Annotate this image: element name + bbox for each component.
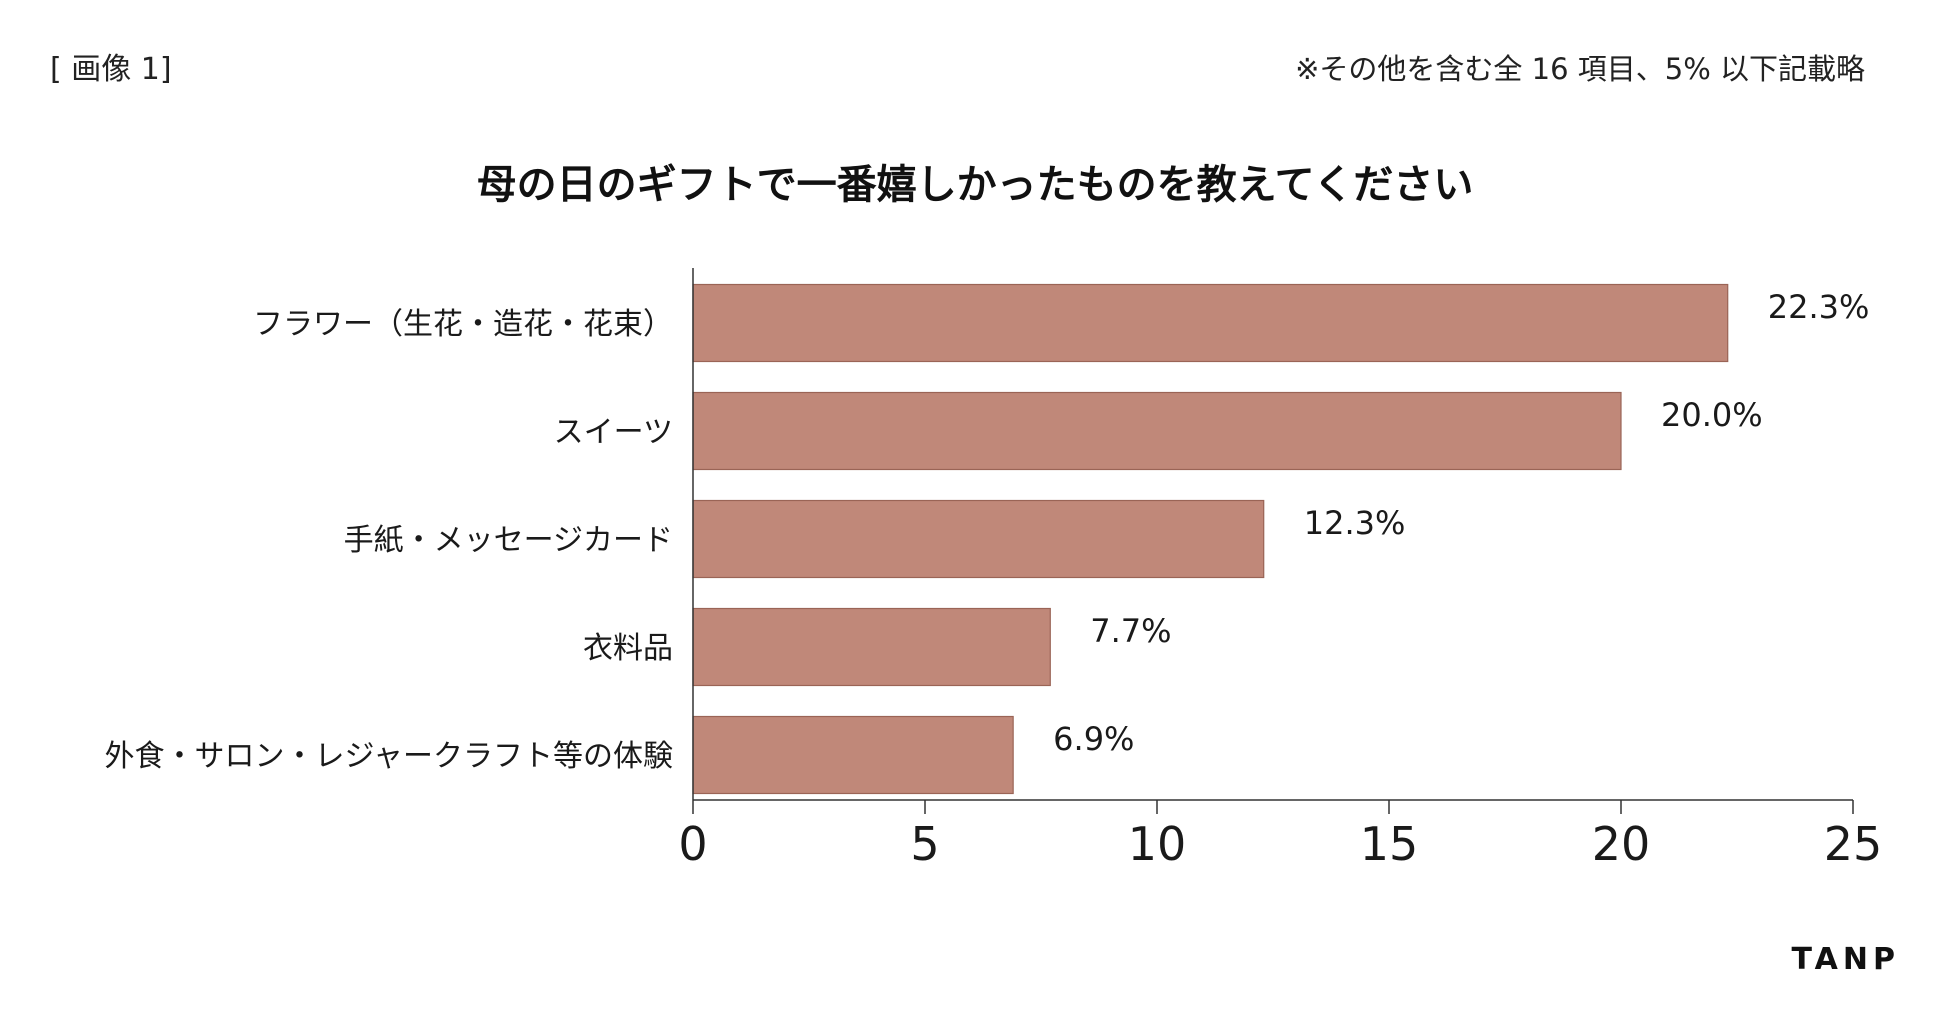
x-tick-label: 5	[910, 817, 939, 871]
x-tick-label: 0	[678, 817, 707, 871]
axes-group: 0 5 10 15 20 25	[678, 268, 1882, 871]
bars-group	[692, 283, 1729, 795]
category-label: 手紙・メッセージカード	[344, 523, 673, 558]
x-tick-label: 20	[1592, 817, 1651, 871]
bar-3	[692, 499, 1265, 579]
category-labels-group: フラワー（生花・造花・花束） スイーツ手紙・メッセージカード衣料品外食・サロン・レ…	[105, 307, 674, 774]
x-tick-label: 15	[1360, 817, 1419, 871]
bar-5	[692, 715, 1014, 795]
value-labels-group: 22.3% 20.0% 12.3% 7.7% 6.9%	[1053, 288, 1869, 758]
value-label: 20.0%	[1661, 396, 1763, 434]
footnote: ※その他を含む全 16 項目、5% 以下記載略	[1295, 52, 1865, 86]
bar-4	[692, 607, 1051, 687]
brand-logo: TANP	[1791, 942, 1900, 977]
bar-2	[692, 391, 1622, 471]
category-label: 衣料品	[583, 631, 673, 666]
value-label: 12.3%	[1304, 504, 1406, 542]
value-label: 22.3%	[1768, 288, 1870, 326]
category-label: スイーツ	[554, 415, 673, 450]
value-label: 7.7%	[1090, 612, 1171, 650]
category-label: フラワー（生花・造花・花束）	[253, 307, 673, 342]
x-tick-label: 25	[1824, 817, 1883, 871]
bar-1	[692, 283, 1729, 363]
value-label: 6.9%	[1053, 720, 1134, 758]
chart-title: 母の日のギフトで一番嬉しかったものを教えてください	[476, 162, 1474, 208]
category-label: 外食・サロン・レジャークラフト等の体験	[105, 739, 674, 774]
x-tick-label: 10	[1128, 817, 1187, 871]
image-tag: [ 画像 1]	[50, 52, 172, 87]
